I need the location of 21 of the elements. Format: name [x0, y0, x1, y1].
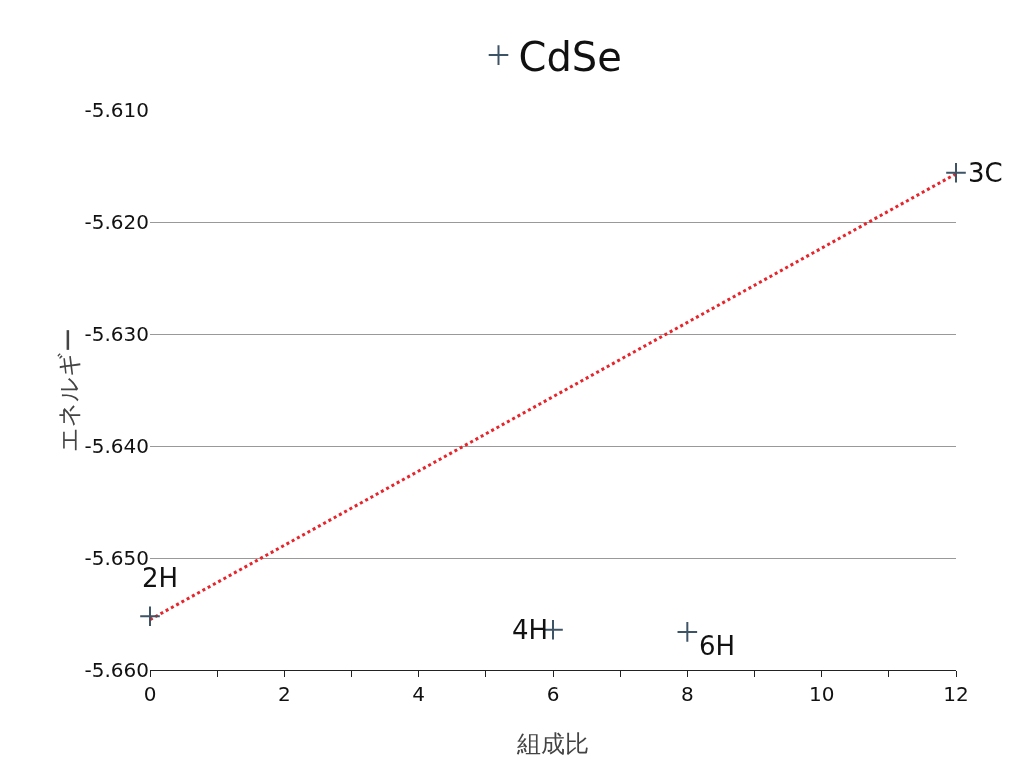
legend-label: CdSe [518, 33, 622, 80]
x-tick-label: 4 [412, 682, 426, 706]
y-axis-title: エネルギー [54, 328, 83, 452]
y-tick-label: -5.620 [84, 210, 149, 234]
y-tick-label: -5.630 [84, 322, 149, 346]
y-tick-label: -5.640 [84, 434, 149, 458]
y-tick-label: -5.660 [84, 658, 149, 682]
x-tick-label: 12 [943, 682, 969, 706]
point [139, 605, 161, 628]
x-tick-label: 8 [680, 682, 694, 706]
x-tick-label: 2 [277, 682, 291, 706]
point [676, 621, 699, 643]
y-tick-label: -5.610 [84, 98, 149, 122]
x-tick-label: 10 [808, 682, 835, 706]
x-tick-label: 6 [546, 682, 560, 706]
annotation: 4H [512, 615, 549, 645]
x-tick-label: 0 [143, 682, 157, 706]
annotation: 6H [699, 631, 736, 661]
point [945, 161, 967, 184]
x-axis-title: 組成比 [516, 730, 589, 758]
annotation: 3C [968, 158, 1003, 188]
